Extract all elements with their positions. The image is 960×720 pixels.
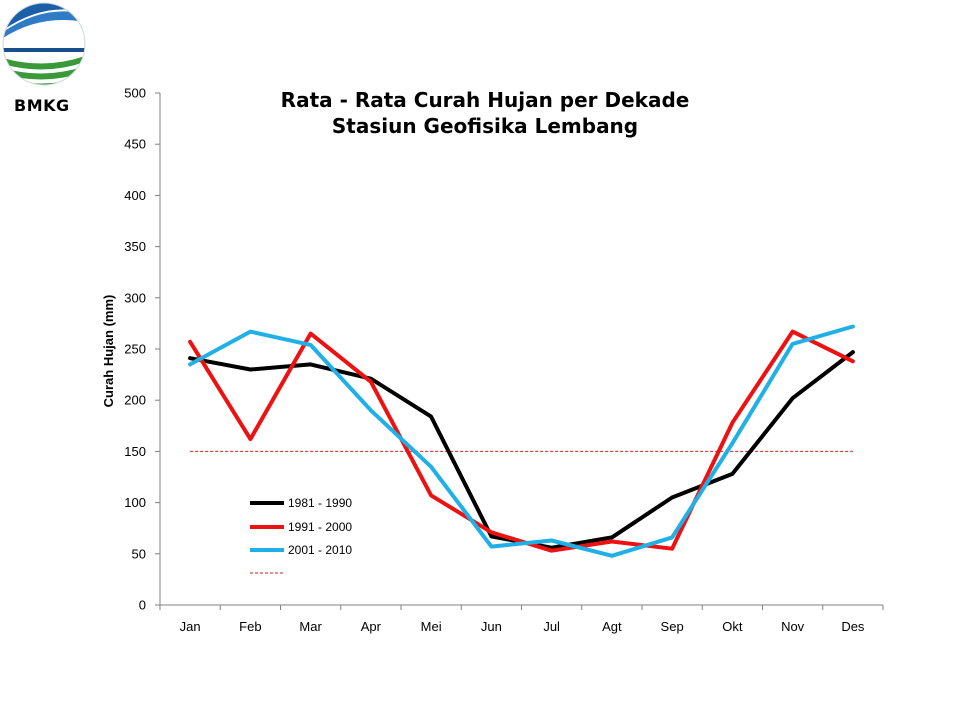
chart-title-line-2: Stasiun Geofisika Lembang (332, 114, 638, 138)
x-tick-label: Des (841, 619, 865, 634)
x-tick-label: Apr (361, 619, 382, 634)
x-tick-label: Jul (543, 619, 560, 634)
chart-axes: 0 50 100 150 200 250 300 350 400 450 500 Jan Feb Mar A… (101, 86, 884, 634)
x-tick-label: Sep (661, 619, 684, 634)
chart-title: Rata - Rata Curah Hujan per DekadeStasiu… (281, 88, 690, 138)
y-axis-label: Curah Hujan (mm) (101, 295, 116, 408)
y-tick-label: 50 (132, 546, 146, 561)
y-tick-label: 400 (124, 188, 146, 203)
x-tick-label: Nov (781, 619, 805, 634)
series-lines (188, 324, 855, 558)
y-tick-label: 150 (124, 444, 146, 459)
y-tick-label: 100 (124, 495, 146, 510)
x-tick-label: Agt (602, 619, 622, 634)
series-line-1 (188, 350, 855, 550)
x-tick-label: Okt (722, 619, 743, 634)
bmkg-logo-text: BMKG (14, 96, 70, 115)
chart-legend: 1981 - 1990 1991 - 2000 2001 - 2010 (250, 496, 352, 574)
y-tick-label: 0 (139, 598, 146, 613)
y-tick-label: 300 (124, 290, 146, 305)
y-tick-label: 200 (124, 393, 146, 408)
series-line-2 (188, 329, 855, 553)
y-tick-label: 250 (124, 342, 146, 357)
series-line-3 (188, 324, 855, 558)
x-tick-label: Feb (239, 619, 261, 634)
chart-title-line-1: Rata - Rata Curah Hujan per Dekade (281, 88, 690, 112)
y-tick-label: 350 (124, 239, 146, 254)
legend-label-2: 1991 - 2000 (288, 520, 352, 534)
y-tick-label: 500 (124, 86, 146, 101)
x-tick-label: Mei (421, 619, 442, 634)
bmkg-logo (2, 2, 86, 86)
legend-label-1: 1981 - 1990 (288, 496, 352, 510)
x-tick-label: Mar (299, 619, 322, 634)
x-tick-label: Jun (481, 619, 502, 634)
x-tick-label: Jan (180, 619, 201, 634)
y-tick-label: 450 (124, 137, 146, 152)
legend-label-3: 2001 - 2010 (288, 543, 352, 557)
